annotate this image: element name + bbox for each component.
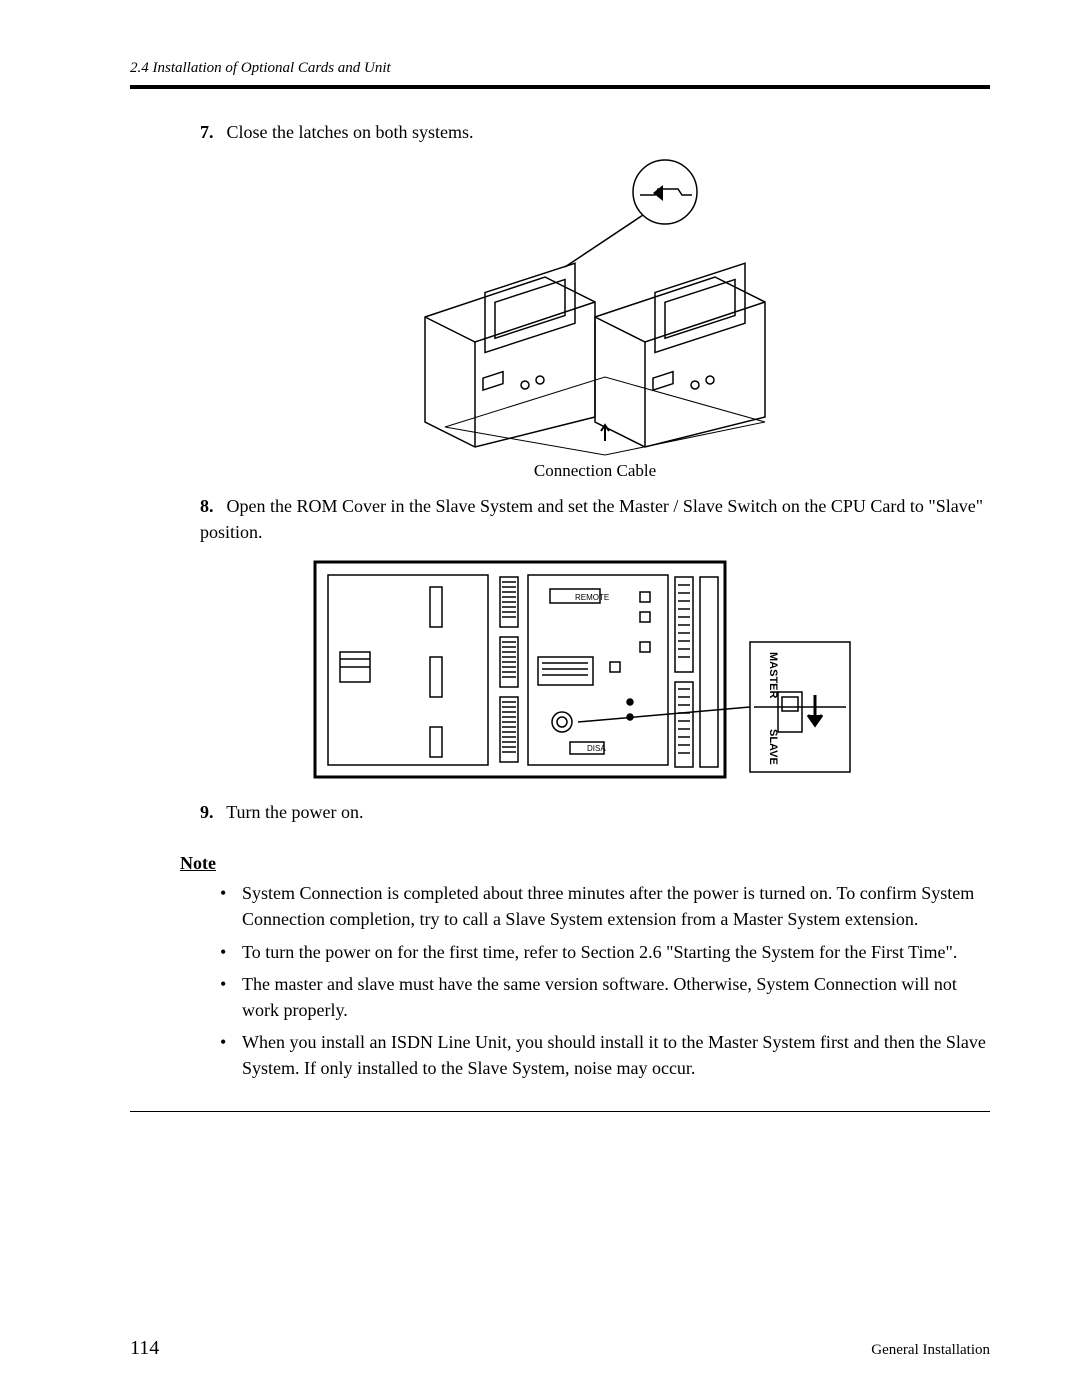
- label-master: MASTER: [767, 652, 779, 699]
- note-heading: Note: [180, 853, 990, 874]
- note-item: The master and slave must have the same …: [220, 971, 990, 1023]
- figure-connection-cable: Connection Cable: [200, 157, 990, 481]
- step-9-text: Turn the power on.: [226, 802, 363, 822]
- step-8-text: Open the ROM Cover in the Slave System a…: [200, 496, 983, 542]
- step-8-num: 8.: [200, 493, 222, 519]
- label-disa: DISA: [587, 744, 606, 753]
- step-7-text: Close the latches on both systems.: [227, 122, 474, 142]
- footer-rule: [130, 1111, 990, 1112]
- page-footer: 114 General Installation: [130, 1337, 990, 1360]
- label-slave: SLAVE: [767, 729, 779, 765]
- header-rule: [130, 85, 990, 89]
- step-9: 9. Turn the power on.: [200, 799, 990, 825]
- step-7: 7. Close the latches on both systems.: [200, 119, 990, 145]
- step-9-num: 9.: [200, 799, 222, 825]
- note-item: System Connection is completed about thr…: [220, 880, 990, 932]
- note-item: To turn the power on for the first time,…: [220, 939, 990, 965]
- note-item: When you install an ISDN Line Unit, you …: [220, 1029, 990, 1081]
- page-number: 114: [130, 1337, 159, 1360]
- figure1-caption: Connection Cable: [200, 461, 990, 481]
- step-7-num: 7.: [200, 119, 222, 145]
- step-8: 8. Open the ROM Cover in the Slave Syste…: [200, 493, 990, 545]
- footer-section: General Installation: [871, 1342, 990, 1359]
- running-header: 2.4 Installation of Optional Cards and U…: [130, 60, 990, 77]
- label-remote: REMOTE: [575, 593, 609, 602]
- note-list: System Connection is completed about thr…: [220, 880, 990, 1081]
- figure-cpu-card: REMOTE DISA MASTER SLAVE: [190, 557, 990, 787]
